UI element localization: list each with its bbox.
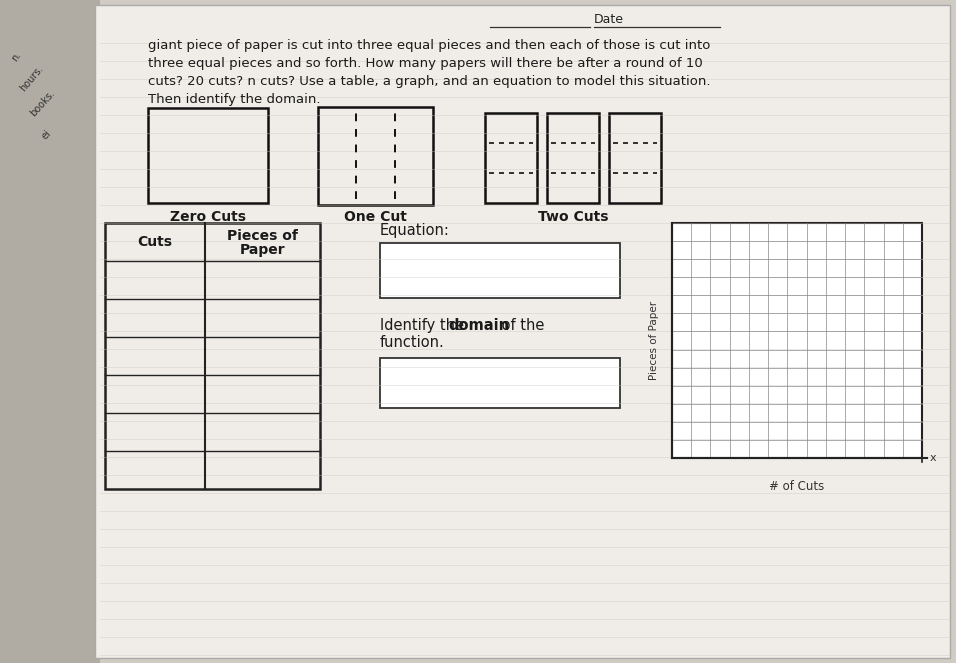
Text: of the: of the bbox=[497, 318, 544, 333]
Text: Date: Date bbox=[594, 13, 624, 26]
Text: Then identify the domain.: Then identify the domain. bbox=[148, 93, 320, 106]
Text: function.: function. bbox=[380, 335, 445, 350]
Text: books.: books. bbox=[28, 88, 56, 118]
Bar bbox=[380, 358, 620, 408]
Text: three equal pieces and so forth. How many papers will there be after a round of : three equal pieces and so forth. How man… bbox=[148, 57, 703, 70]
Text: Cuts: Cuts bbox=[138, 235, 172, 249]
Text: n.: n. bbox=[10, 50, 24, 63]
Bar bbox=[485, 113, 537, 203]
Bar bbox=[547, 113, 599, 203]
Text: Paper: Paper bbox=[240, 243, 285, 257]
Bar bbox=[380, 243, 620, 298]
Bar bbox=[0, 0, 100, 663]
Text: domain: domain bbox=[448, 318, 510, 333]
Text: Identify the: Identify the bbox=[380, 318, 468, 333]
Bar bbox=[318, 107, 433, 205]
Bar bbox=[672, 223, 922, 458]
Text: Equation:: Equation: bbox=[380, 223, 450, 238]
Text: Zero Cuts: Zero Cuts bbox=[170, 210, 246, 224]
Text: Pieces of Paper: Pieces of Paper bbox=[649, 301, 659, 380]
Text: Pieces of: Pieces of bbox=[228, 229, 298, 243]
Bar bbox=[95, 5, 950, 658]
Text: ei: ei bbox=[40, 128, 54, 141]
Text: giant piece of paper is cut into three equal pieces and then each of those is cu: giant piece of paper is cut into three e… bbox=[148, 39, 710, 52]
Bar bbox=[105, 223, 320, 489]
Text: hours.: hours. bbox=[18, 63, 45, 93]
Text: # of Cuts: # of Cuts bbox=[770, 480, 825, 493]
Text: Two Cuts: Two Cuts bbox=[537, 210, 608, 224]
Bar bbox=[148, 108, 268, 203]
Text: x: x bbox=[930, 453, 937, 463]
Text: One Cut: One Cut bbox=[344, 210, 407, 224]
Bar bbox=[609, 113, 661, 203]
Text: cuts? 20 cuts? n cuts? Use a table, a graph, and an equation to model this situa: cuts? 20 cuts? n cuts? Use a table, a gr… bbox=[148, 75, 710, 88]
